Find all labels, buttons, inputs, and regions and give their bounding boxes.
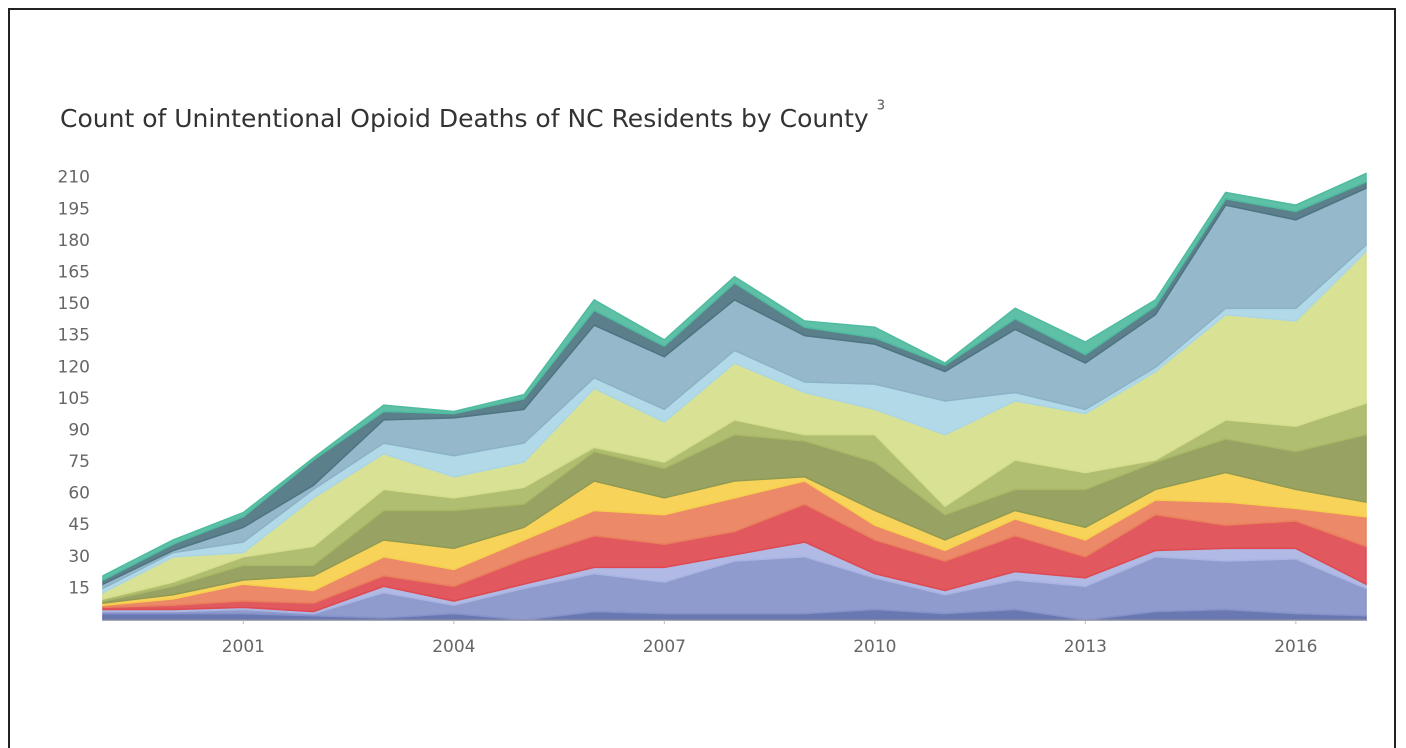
y-tick-label: 45 xyxy=(68,515,90,535)
y-tick-label: 105 xyxy=(58,389,90,409)
x-tick-label: 2007 xyxy=(643,637,686,657)
y-tick-label: 60 xyxy=(68,484,90,504)
x-tick-label: 2004 xyxy=(432,637,475,657)
y-tick-label: 150 xyxy=(58,294,90,314)
y-tick-label: 15 xyxy=(68,578,90,598)
y-tick-label: 135 xyxy=(58,326,90,346)
x-tick-label: 2013 xyxy=(1064,637,1107,657)
x-tick-label: 2016 xyxy=(1274,637,1317,657)
y-tick-label: 165 xyxy=(58,263,90,283)
y-tick-label: 180 xyxy=(58,231,90,251)
frame xyxy=(8,8,1396,748)
y-tick-label: 90 xyxy=(68,420,90,440)
x-tick-label: 2001 xyxy=(222,637,265,657)
area xyxy=(102,172,1367,582)
y-tick-label: 30 xyxy=(68,547,90,567)
x-tick-label: 2010 xyxy=(853,637,896,657)
y-tick-label: 75 xyxy=(68,452,90,472)
y-tick-label: 210 xyxy=(58,168,90,188)
y-tick-label: 195 xyxy=(58,199,90,219)
y-tick-label: 120 xyxy=(58,357,90,377)
title-note: 3 xyxy=(877,99,885,114)
chart-title: Count of Unintentional Opioid Deaths of … xyxy=(60,104,869,133)
